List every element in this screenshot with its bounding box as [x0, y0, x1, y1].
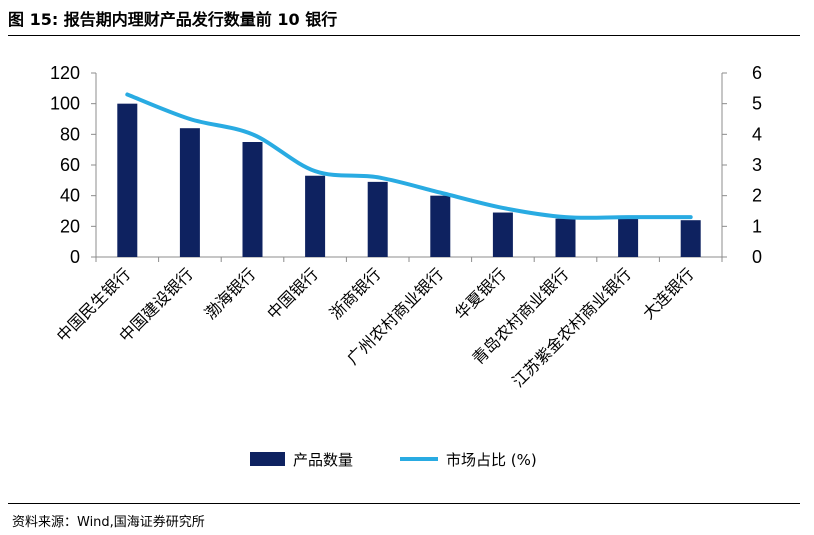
- source-rule: [8, 503, 800, 504]
- bar: [242, 142, 263, 257]
- category-label: 浙商银行: [326, 264, 385, 323]
- legend-swatch-bar: [250, 452, 285, 466]
- category-label: 中国银行: [263, 264, 322, 323]
- left-tick-label: 120: [50, 63, 80, 83]
- left-tick-label: 100: [50, 94, 80, 114]
- bar: [179, 128, 200, 257]
- left-tick-label: 60: [60, 155, 80, 175]
- bar: [117, 103, 138, 258]
- bar: [430, 195, 451, 257]
- title-rule: [8, 35, 800, 36]
- series-line: [125, 92, 693, 220]
- legend-label-bar: 产品数量: [293, 451, 353, 469]
- bar: [680, 220, 701, 257]
- right-tick-label: 1: [752, 216, 762, 236]
- bar: [618, 218, 639, 257]
- legend: 产品数量 市场占比 (%): [250, 451, 537, 469]
- source-note: 资料来源：Wind,国海证券研究所: [12, 515, 205, 530]
- left-axis-ticks: 0 20 40 60 80 100 120: [50, 63, 80, 267]
- bar: [492, 212, 513, 257]
- left-tick-label: 40: [60, 186, 80, 206]
- left-tick-label: 0: [70, 247, 80, 267]
- bar: [305, 175, 326, 257]
- right-axis-ticks: 0 1 2 3 4 5 6: [752, 63, 762, 267]
- bar: [555, 218, 576, 257]
- category-label: 江苏紫金农村商业银行: [508, 264, 635, 391]
- bar-series: [117, 103, 701, 258]
- left-tick-label: 20: [60, 216, 80, 236]
- category-label: 渤海银行: [201, 264, 260, 323]
- left-tick-label: 80: [60, 124, 80, 144]
- right-tick-label: 5: [752, 94, 762, 114]
- right-tick-label: 6: [752, 63, 762, 83]
- right-tick-label: 4: [752, 124, 762, 144]
- figure-title: 图 15: 报告期内理财产品发行数量前 10 银行: [8, 10, 338, 29]
- category-label: 华夏银行: [451, 264, 510, 323]
- legend-label-line: 市场占比 (%): [446, 451, 537, 469]
- line-series: [125, 92, 693, 220]
- right-tick-label: 2: [752, 186, 762, 206]
- right-tick-label: 3: [752, 155, 762, 175]
- category-label: 大连银行: [639, 264, 698, 323]
- right-tick-label: 0: [752, 247, 762, 267]
- axes: [91, 72, 727, 262]
- bar: [367, 181, 388, 257]
